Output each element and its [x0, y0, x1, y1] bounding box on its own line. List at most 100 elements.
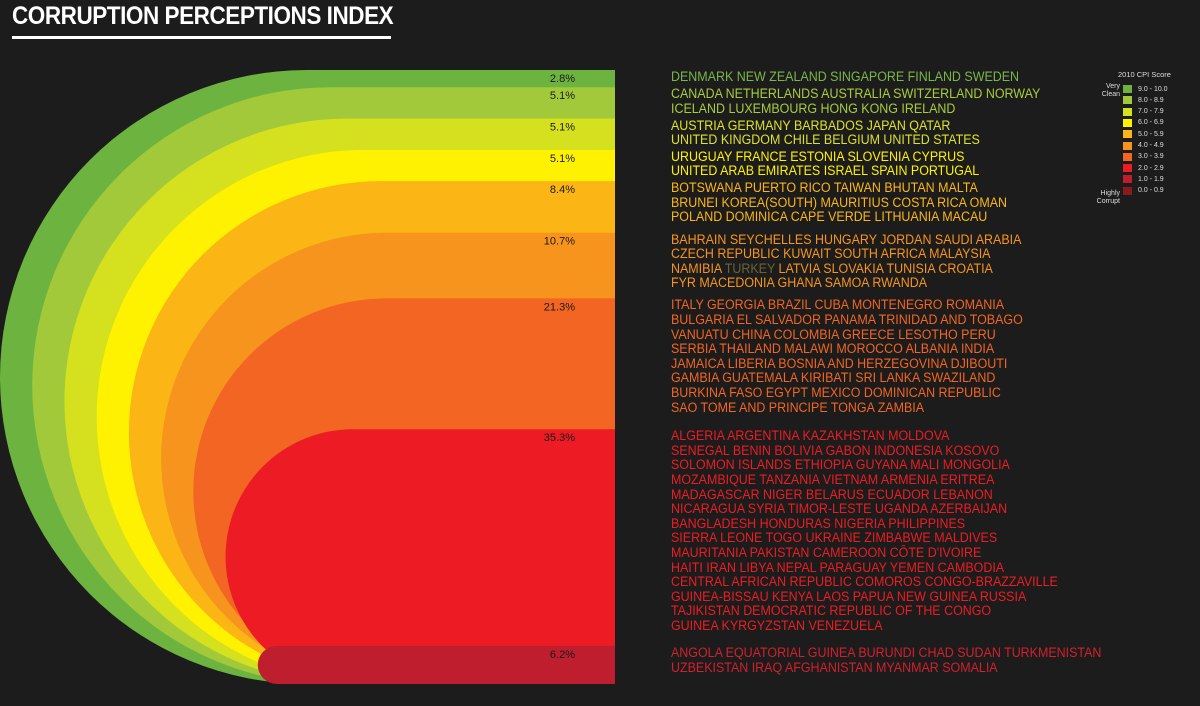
country-text: MOZAMBIQUE TANZANIA VIETNAM ARMENIA ERIT…	[671, 471, 995, 487]
country-tier-5: BOTSWANA PUERTO RICO TAIWAN BHUTAN MALTA…	[671, 180, 1032, 225]
country-tier-1: DENMARK NEW ZEALAND SINGAPORE FINLAND SW…	[671, 69, 1045, 85]
country-text: UNITED ARAB EMIRATES ISRAEL SPAIN PORTUG…	[671, 163, 980, 179]
legend-top-label-line1: Very	[1105, 83, 1120, 90]
country-line: ICELAND LUXEMBOURG HONG KONG IRELAND	[671, 101, 1040, 117]
country-line: SIERRA LEONE TOGO UKRAINE ZIMBABWE MALDI…	[671, 531, 1058, 546]
country-line: BAHRAIN SEYCHELLES HUNGARY JORDAN SAUDI …	[671, 232, 1021, 248]
country-text: UZBEKISTAN IRAQ AFGHANISTAN MYANMAR SOMA…	[671, 659, 998, 675]
legend-swatch	[1123, 141, 1132, 150]
legend-bottom-label-line1: Highly	[1100, 190, 1120, 197]
country-line: AUSTRIA GERMANY BARBADOS JAPAN QATAR	[671, 118, 980, 134]
country-text: MADAGASCAR NIGER BELARUS ECUADOR LEBANON	[671, 486, 993, 502]
legend-item: 8.0 - 8.9	[1123, 95, 1164, 105]
legend-title: 2010 CPI Score	[1118, 70, 1171, 79]
country-line: BRUNEI KOREA(SOUTH) MAURITIUS COSTA RICA…	[671, 194, 1008, 211]
country-line: BURKINA FASO EGYPT MEXICO DOMINICAN REPU…	[671, 385, 1023, 401]
country-line: NICARAGUA SYRIA TIMOR-LESTE UGANDA AZERB…	[671, 501, 1058, 517]
legend-top-label: Very Clean	[1090, 83, 1120, 99]
country-line: VANUATU CHINA COLOMBIA GREECE LESOTHO PE…	[671, 326, 1023, 343]
legend-bottom-label: Highly Corrupt	[1090, 190, 1120, 206]
country-line: BOTSWANA PUERTO RICO TAIWAN BHUTAN MALTA	[671, 180, 1007, 196]
legend-item: 7.0 - 7.9	[1123, 107, 1164, 117]
country-text: CZECH REPUBLIC KUWAIT SOUTH AFRICA MALAY…	[671, 246, 991, 262]
value-label-3: 5.1%	[550, 122, 575, 134]
country-text: TAJIKISTAN DEMOCRATIC REPUBLIC OF THE CO…	[671, 603, 992, 619]
legend-swatch	[1123, 164, 1132, 173]
country-line: ITALY GEORGIA BRAZIL CUBA MONTENEGRO ROM…	[671, 298, 1023, 313]
country-text: UNITED KINGDOM CHILE BELGIUM UNITED STAT…	[671, 132, 980, 148]
band-8	[225, 429, 616, 684]
legend-label: 5.0 - 5.9	[1138, 130, 1164, 138]
country-text: FYR MACEDONIA GHANA SAMOA RWANDA	[671, 275, 928, 291]
country-line: CENTRAL AFRICAN REPUBLIC COMOROS CONGO-B…	[671, 574, 1058, 590]
country-text: BOTSWANA PUERTO RICO TAIWAN BHUTAN MALTA	[671, 180, 978, 196]
country-text: JAMAICA LIBERIA BOSNIA AND HERZEGOVINA D…	[671, 355, 1008, 371]
value-label-9: 6.2%	[550, 649, 575, 661]
legend-swatch	[1123, 152, 1132, 161]
country-line: DENMARK NEW ZEALAND SINGAPORE FINLAND SW…	[671, 69, 1019, 85]
legend-bottom-label-line2: Corrupt	[1096, 198, 1120, 205]
country-line: MOZAMBIQUE TANZANIA VIETNAM ARMENIA ERIT…	[671, 471, 1058, 488]
legend-swatch	[1123, 118, 1132, 127]
legend-swatch	[1123, 175, 1132, 184]
country-text: CENTRAL AFRICAN REPUBLIC COMOROS CONGO-B…	[671, 574, 1058, 590]
country-text: BULGARIA EL SALVADOR PANAMA TRINIDAD AND…	[671, 312, 1023, 327]
country-text: SERBIA THAILAND MALAWI MOROCCO ALBANIA I…	[671, 341, 995, 357]
country-line: UNITED ARAB EMIRATES ISRAEL SPAIN PORTUG…	[671, 164, 979, 179]
country-text: BRUNEI KOREA(SOUTH) MAURITIUS COSTA RICA…	[671, 194, 1008, 210]
value-label-4: 5.1%	[550, 153, 575, 165]
country-line: JAMAICA LIBERIA BOSNIA AND HERZEGOVINA D…	[671, 355, 1023, 372]
country-text: GUINEA-BISSAU KENYA LAOS PAPUA NEW GUINE…	[671, 588, 1027, 604]
legend-item: 6.0 - 6.9	[1123, 118, 1164, 128]
legend-label: 2.0 - 2.9	[1138, 164, 1164, 172]
country-text: SAO TOME AND PRINCIPE TONGA ZAMBIA	[671, 399, 925, 415]
country-text: HAITI IRAN LIBYA NEPAL PARAGUAY YEMEN CA…	[671, 559, 1005, 575]
value-label-1: 2.8%	[550, 73, 575, 85]
legend-swatch	[1123, 107, 1132, 116]
legend-item: 5.0 - 5.9	[1123, 129, 1164, 139]
country-tier-2: CANADA NETHERLANDS AUSTRALIA SWITZERLAND…	[671, 86, 1068, 117]
country-text: ANGOLA EQUATORIAL GUINEA BURUNDI CHAD SU…	[671, 644, 1102, 660]
country-tier-3: AUSTRIA GERMANY BARBADOS JAPAN QATAR UNIT…	[671, 118, 1003, 148]
value-label-8: 35.3%	[544, 432, 575, 444]
country-text: MAURITANIA PAKISTAN CAMEROON CÔTE D'IVOI…	[671, 544, 982, 560]
country-line: SAO TOME AND PRINCIPE TONGA ZAMBIA	[671, 399, 1023, 416]
legend-item: 9.0 - 10.0	[1123, 84, 1168, 94]
country-line: URUGUAY FRANCE ESTONIA SLOVENIA CYPRUS	[671, 148, 979, 165]
country-tier-8: ALGERIA ARGENTINA KAZAKHSTAN MOLDOVA SENE…	[671, 428, 1087, 633]
country-tier-6: BAHRAIN SEYCHELLES HUNGARY JORDAN SAUDI …	[671, 232, 1048, 291]
legend-swatch	[1123, 85, 1132, 93]
country-text: VANUATU CHINA COLOMBIA GREECE LESOTHO PE…	[671, 326, 996, 342]
country-line: GUINEA-BISSAU KENYA LAOS PAPUA NEW GUINE…	[671, 588, 1058, 605]
country-text: GUINEA KYRGYZSTAN VENEZUELA	[671, 617, 883, 633]
legend-swatch	[1123, 130, 1132, 139]
band-9	[257, 645, 615, 684]
country-text: SIERRA LEONE TOGO UKRAINE ZIMBABWE MALDI…	[671, 530, 998, 546]
country-text: SOLOMON ISLANDS ETHIOPIA GUYANA MALI MON…	[671, 457, 1010, 473]
country-line: ALGERIA ARGENTINA KAZAKHSTAN MOLDOVA	[671, 428, 1058, 444]
country-line: BANGLADESH HONDURAS NIGERIA PHILIPPINES	[671, 515, 1058, 532]
legend-label: 1.0 - 1.9	[1138, 175, 1164, 183]
legend-item: 3.0 - 3.9	[1123, 152, 1164, 162]
country-text: LATVIA SLOVAKIA TUNISIA CROATIA	[775, 260, 993, 276]
country-text: SENEGAL BENIN BOLIVIA GABON INDONESIA KO…	[671, 442, 1000, 458]
country-line: SOLOMON ISLANDS ETHIOPIA GUYANA MALI MON…	[671, 458, 1058, 473]
legend-label: 9.0 - 10.0	[1138, 85, 1168, 93]
country-line: HAITI IRAN LIBYA NEPAL PARAGUAY YEMEN CA…	[671, 559, 1058, 576]
country-line: FYR MACEDONIA GHANA SAMOA RWANDA	[671, 276, 1021, 291]
legend-label: 8.0 - 8.9	[1138, 96, 1164, 104]
chart-title: CORRUPTION PERCEPTIONS INDEX	[12, 2, 394, 30]
legend-label: 6.0 - 6.9	[1138, 119, 1164, 127]
country-text: URUGUAY FRANCE ESTONIA SLOVENIA CYPRUS	[671, 148, 965, 164]
country-tier-4: URUGUAY FRANCE ESTONIA SLOVENIA CYPRUS UN…	[671, 148, 1002, 179]
country-tier-7: ITALY GEORGIA BRAZIL CUBA MONTENEGRO ROM…	[671, 298, 1049, 415]
country-line: CANADA NETHERLANDS AUSTRALIA SWITZERLAND…	[671, 86, 1040, 102]
legend-top-label-line2: Clean	[1101, 91, 1120, 98]
country-text: NAMIBIA	[671, 260, 725, 276]
legend-item: 4.0 - 4.9	[1123, 141, 1164, 151]
legend-label: 3.0 - 3.9	[1138, 153, 1164, 161]
highlighted-country: TURKEY	[724, 260, 776, 276]
value-label-6: 10.7%	[544, 236, 575, 248]
country-text: BANGLADESH HONDURAS NIGERIA PHILIPPINES	[671, 515, 966, 531]
